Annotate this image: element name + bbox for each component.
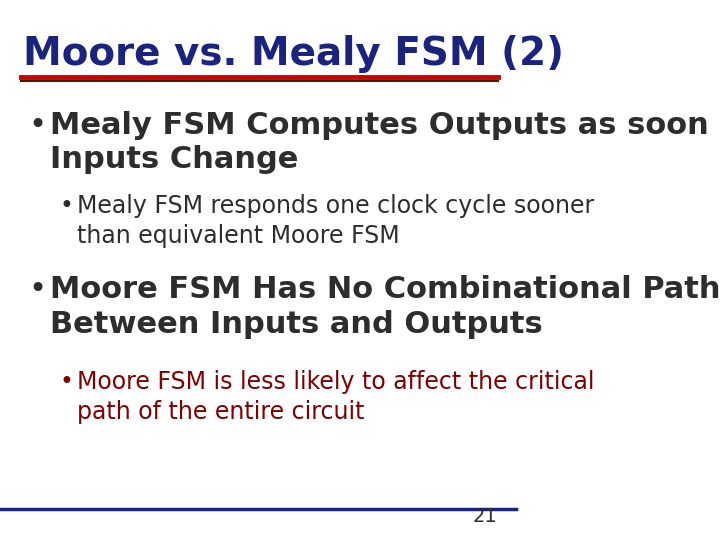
Text: •: •: [59, 194, 73, 218]
Text: Moore FSM is less likely to affect the critical
path of the entire circuit: Moore FSM is less likely to affect the c…: [77, 370, 595, 423]
Text: •: •: [59, 370, 73, 394]
Text: Mealy FSM responds one clock cycle sooner
than equivalent Moore FSM: Mealy FSM responds one clock cycle soone…: [77, 194, 595, 248]
Text: Moore FSM Has No Combinational Path
Between Inputs and Outputs: Moore FSM Has No Combinational Path Betw…: [50, 275, 720, 339]
Text: 21: 21: [473, 508, 498, 526]
Text: Mealy FSM Computes Outputs as soon as
Inputs Change: Mealy FSM Computes Outputs as soon as In…: [50, 111, 720, 174]
Text: •: •: [28, 111, 47, 140]
Text: Moore vs. Mealy FSM (2): Moore vs. Mealy FSM (2): [23, 35, 564, 73]
Text: •: •: [28, 275, 47, 305]
